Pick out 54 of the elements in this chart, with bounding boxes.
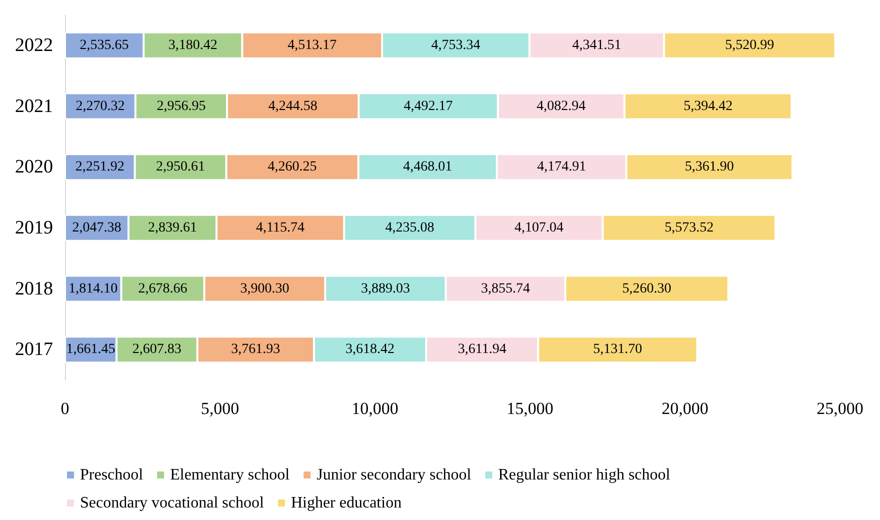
- legend-label: Junior secondary school: [316, 466, 472, 484]
- data-label: 1,814.10: [68, 281, 118, 296]
- legend-label: Elementary school: [170, 466, 290, 484]
- data-label: 4,174.91: [537, 160, 586, 175]
- data-label: 3,180.42: [168, 38, 218, 53]
- data-label: 3,618.42: [346, 342, 395, 358]
- data-label: 5,260.30: [622, 281, 672, 296]
- data-label: 2,251.92: [75, 160, 124, 175]
- x-tick-label: 5,000: [200, 399, 240, 418]
- data-label: 2,535.65: [80, 38, 129, 53]
- data-label: 2,839.61: [148, 220, 197, 236]
- data-label: 4,082.94: [536, 98, 586, 114]
- data-label: 4,492.17: [404, 98, 453, 114]
- data-label: 4,341.51: [572, 38, 622, 53]
- data-label: 5,573.52: [664, 220, 714, 236]
- x-tick-label: 25,000: [816, 399, 864, 418]
- data-label: 4,260.25: [268, 160, 317, 175]
- data-label: 3,900.30: [240, 281, 290, 296]
- data-label: 1,661.45: [66, 342, 116, 358]
- legend-label: Higher education: [290, 494, 402, 512]
- data-label: 3,611.94: [458, 342, 506, 358]
- y-tick-label: 2019: [15, 217, 53, 238]
- data-label: 2,956.95: [156, 98, 206, 114]
- data-label: 5,520.99: [725, 38, 774, 53]
- data-label: 5,394.42: [684, 98, 733, 114]
- x-tick-label: 20,000: [662, 399, 708, 418]
- y-tick-label: 2018: [15, 278, 53, 300]
- data-label: 5,361.90: [684, 160, 734, 175]
- legend-label: Secondary vocational school: [80, 494, 264, 512]
- y-tick-label: 2017: [15, 339, 53, 360]
- data-label: 2,047.38: [72, 220, 122, 236]
- data-label: 4,513.17: [288, 38, 337, 53]
- data-label: 3,855.74: [481, 281, 530, 296]
- data-label: 4,753.34: [431, 38, 480, 53]
- x-tick-label: 0: [60, 399, 70, 418]
- data-label: 4,244.58: [268, 98, 318, 114]
- data-label: 3,761.93: [231, 342, 280, 358]
- data-label: 2,607.83: [132, 342, 182, 358]
- y-tick-label: 2020: [15, 156, 53, 178]
- data-label: 5,131.70: [593, 342, 642, 358]
- x-tick-label: 10,000: [352, 399, 398, 418]
- data-label: 4,468.01: [403, 160, 452, 175]
- data-label: 2,270.32: [76, 98, 125, 114]
- legend-label: Preschool: [80, 466, 144, 484]
- data-label: 4,115.74: [256, 220, 305, 236]
- legend-label: Regular senior high school: [498, 466, 671, 484]
- data-label: 4,235.08: [385, 220, 434, 236]
- data-label: 2,678.66: [138, 281, 188, 296]
- data-label: 2,950.61: [156, 160, 206, 175]
- data-label: 4,107.04: [514, 220, 564, 236]
- y-tick-label: 2022: [15, 34, 53, 56]
- data-label: 3,889.03: [360, 281, 410, 296]
- x-tick-label: 15,000: [506, 399, 554, 418]
- y-tick-label: 2021: [15, 96, 53, 117]
